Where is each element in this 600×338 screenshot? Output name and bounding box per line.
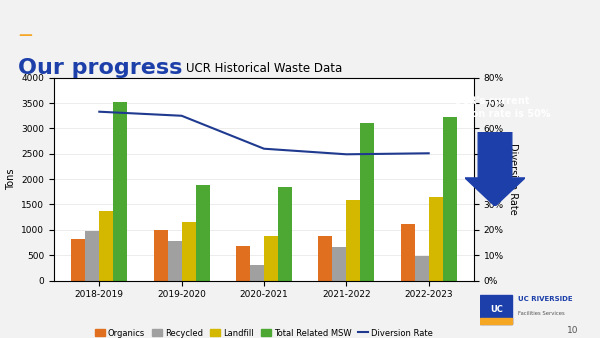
- Y-axis label: Tons: Tons: [6, 168, 16, 190]
- Text: UC: UC: [490, 305, 503, 314]
- Bar: [99, 211, 113, 281]
- FancyBboxPatch shape: [480, 295, 512, 324]
- Bar: [196, 185, 209, 281]
- Legend: Organics, Recycled, Landfill, Total Related MSW, Diversion Rate: Organics, Recycled, Landfill, Total Rela…: [91, 325, 437, 338]
- Text: UCR's current
diversion rate is 50%: UCR's current diversion rate is 50%: [434, 96, 550, 119]
- Bar: [113, 102, 127, 281]
- Bar: [332, 247, 346, 281]
- Bar: [429, 197, 443, 281]
- Bar: [85, 231, 99, 281]
- Bar: [264, 236, 278, 281]
- Bar: [71, 239, 85, 281]
- Text: Our progress: Our progress: [18, 57, 182, 78]
- Bar: [361, 123, 374, 281]
- Bar: [250, 265, 264, 281]
- Bar: [319, 236, 332, 281]
- Bar: [278, 187, 292, 281]
- Bar: [415, 256, 429, 281]
- Bar: [154, 230, 167, 281]
- Text: —: —: [18, 28, 32, 43]
- Bar: [443, 117, 457, 281]
- Y-axis label: Diversion Rate: Diversion Rate: [508, 143, 518, 215]
- Polygon shape: [465, 132, 525, 206]
- Bar: [401, 224, 415, 281]
- Bar: [236, 246, 250, 281]
- Text: UC RIVERSIDE: UC RIVERSIDE: [518, 296, 572, 303]
- Bar: [346, 200, 361, 281]
- Bar: [167, 241, 182, 281]
- Text: 10: 10: [567, 326, 579, 335]
- Title: UCR Historical Waste Data: UCR Historical Waste Data: [186, 62, 342, 75]
- Text: Facilities Services: Facilities Services: [518, 311, 565, 316]
- Bar: [480, 318, 512, 324]
- Bar: [182, 222, 196, 281]
